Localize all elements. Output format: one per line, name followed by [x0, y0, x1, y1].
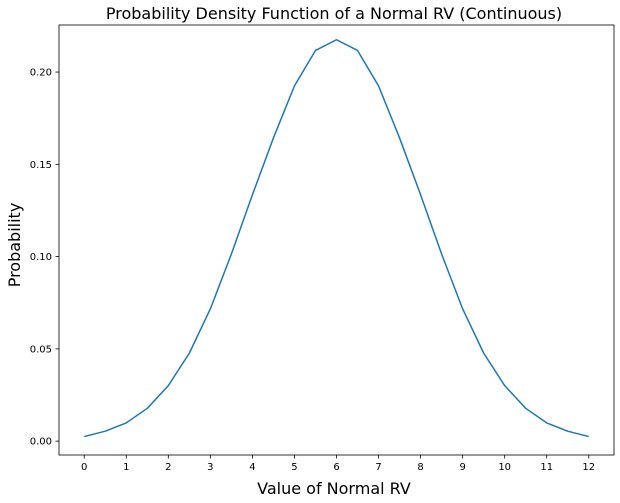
y-tick-label: 0.20	[30, 68, 52, 79]
x-tick-label: 2	[165, 462, 171, 473]
plot-frame	[59, 25, 614, 455]
x-tick-label: 5	[291, 462, 297, 473]
x-tick-label: 10	[498, 462, 511, 473]
y-axis: 0.00 0.05 0.10 0.15 0.20	[30, 68, 59, 448]
x-tick-label: 7	[375, 462, 381, 473]
x-tick-label: 11	[540, 462, 553, 473]
x-tick-label: 1	[123, 462, 129, 473]
x-axis: 0 1 2 3 4 5 6 7 8 9 10 11 12	[81, 455, 595, 473]
y-tick-label: 0.15	[30, 160, 52, 171]
x-tick-label: 4	[249, 462, 255, 473]
x-tick-label: 9	[459, 462, 465, 473]
y-tick-label: 0.05	[30, 344, 52, 355]
x-tick-label: 6	[333, 462, 339, 473]
y-tick-label: 0.00	[30, 437, 52, 448]
chart-title: Probability Density Function of a Normal…	[106, 4, 562, 23]
x-tick-label: 12	[582, 462, 595, 473]
x-axis-label: Value of Normal RV	[257, 479, 411, 498]
x-tick-label: 3	[207, 462, 213, 473]
y-tick-label: 0.10	[30, 252, 52, 263]
series-layer	[84, 40, 589, 437]
pdf-curve-line	[84, 40, 589, 437]
x-tick-label: 0	[81, 462, 87, 473]
y-axis-label: Probability	[5, 203, 24, 288]
x-tick-label: 8	[417, 462, 423, 473]
